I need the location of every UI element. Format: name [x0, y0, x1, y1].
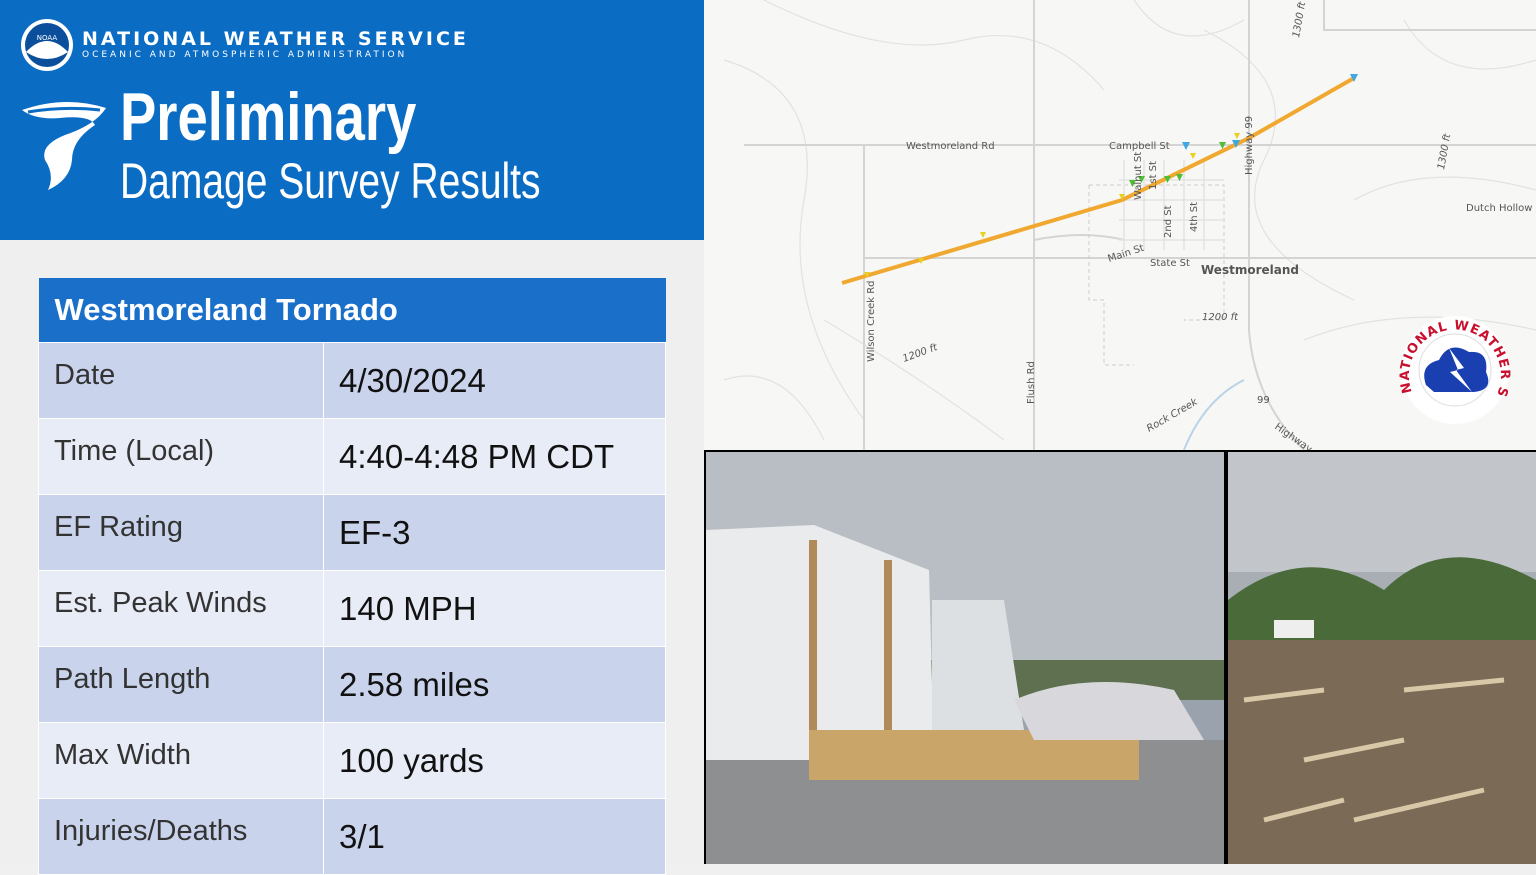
title: Preliminary [120, 79, 417, 155]
map-label: Dutch Hollow [1466, 203, 1532, 214]
table-row: Max Width 100 yards [38, 722, 666, 799]
map-label: Campbell St [1109, 141, 1170, 152]
map-label: Highway 99 [1244, 116, 1255, 175]
table-row: Path Length 2.58 miles [38, 646, 666, 723]
photo-debris [1226, 450, 1536, 864]
row-value: 140 MPH [323, 570, 666, 647]
summary-table: Westmoreland Tornado Date 4/30/2024 Time (… [38, 278, 666, 875]
subtitle: Damage Survey Results [120, 153, 541, 209]
map-label: Walnut St [1133, 152, 1144, 200]
row-label: Max Width [38, 722, 324, 799]
subagency: OCEANIC AND ATMOSPHERIC ADMINISTRATION [82, 50, 408, 60]
map-label: Flush Rd [1026, 361, 1037, 404]
table-title: Westmoreland Tornado [38, 278, 666, 343]
row-value: 4:40-4:48 PM CDT [323, 418, 666, 495]
header: NOAA NATIONAL WEATHER SERVICE OCEANIC AN… [0, 0, 704, 240]
row-label: Path Length [38, 646, 324, 723]
agency: NATIONAL WEATHER SERVICE [82, 28, 469, 50]
table-row: Est. Peak Winds 140 MPH [38, 570, 666, 647]
left-panel: NOAA NATIONAL WEATHER SERVICE OCEANIC AN… [0, 0, 704, 875]
row-value: 4/30/2024 [323, 342, 666, 419]
row-label: Date [38, 342, 324, 419]
row-label: Est. Peak Winds [38, 570, 324, 647]
row-label: Injuries/Deaths [38, 798, 324, 875]
row-label: EF Rating [38, 494, 324, 571]
noaa-logo-text: NOAA [37, 34, 58, 42]
map-label: 1st St [1148, 161, 1159, 190]
map-label: 99 [1257, 395, 1270, 406]
table-row: EF Rating EF-3 [38, 494, 666, 571]
map-label: State St [1150, 258, 1190, 269]
map-and-photos: Westmoreland Rd Campbell St Walnut St 1s… [704, 0, 1536, 864]
row-value: EF-3 [323, 494, 666, 571]
map-label: Wilson Creek Rd [866, 280, 877, 362]
map-label: Westmoreland Rd [906, 141, 995, 152]
header-icons: NOAA [21, 19, 106, 190]
row-label: Time (Local) [38, 418, 324, 495]
table-row: Date 4/30/2024 [38, 342, 666, 419]
map-label: 4th St [1189, 202, 1200, 232]
table-row: Time (Local) 4:40-4:48 PM CDT [38, 418, 666, 495]
row-value: 3/1 [323, 798, 666, 875]
row-value: 2.58 miles [323, 646, 666, 723]
photo-house [704, 450, 1226, 864]
table-row: Injuries/Deaths 3/1 [38, 798, 666, 875]
map-label: Westmoreland [1201, 263, 1299, 277]
map-label: 2nd St [1163, 205, 1174, 238]
map-label: 1200 ft [1202, 312, 1239, 323]
row-value: 100 yards [323, 722, 666, 799]
